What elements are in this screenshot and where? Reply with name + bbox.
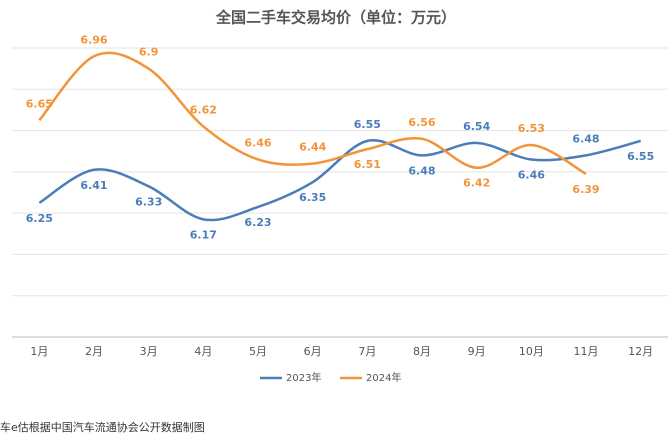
data-label: 6.54: [463, 120, 490, 133]
data-label: 6.35: [299, 191, 326, 204]
data-label: 6.41: [80, 179, 107, 192]
data-label: 6.25: [26, 212, 53, 225]
data-label: 6.96: [80, 33, 107, 46]
chart-title: 全国二手车交易均价（单位：万元）: [215, 9, 456, 27]
data-label: 6.51: [354, 158, 381, 171]
x-tick-label: 11月: [574, 345, 599, 358]
data-label: 6.65: [26, 97, 53, 110]
x-tick-label: 6月: [304, 345, 322, 358]
data-label: 6.62: [190, 103, 217, 116]
x-tick-label: 2月: [85, 345, 103, 358]
data-label: 6.39: [572, 183, 599, 196]
series-line: [38, 51, 587, 176]
data-label: 6.46: [518, 168, 545, 181]
source-note: 车e估根据中国汽车流通协会公开数据制图: [0, 420, 205, 434]
series-line: [38, 138, 641, 222]
x-tick-label: 1月: [30, 345, 48, 358]
x-tick-label: 9月: [468, 345, 486, 358]
legend-label: 2023年: [286, 371, 321, 384]
data-label: 6.55: [627, 150, 654, 163]
x-tick-label: 4月: [194, 345, 212, 358]
data-label: 6.48: [572, 132, 599, 145]
x-tick-label: 5月: [249, 345, 267, 358]
x-tick-label: 10月: [519, 345, 544, 358]
data-label: 6.42: [463, 177, 490, 190]
data-label: 6.56: [408, 116, 435, 129]
data-label: 6.17: [190, 228, 217, 241]
data-label: 6.53: [518, 122, 545, 135]
data-label: 6.44: [299, 141, 326, 154]
data-label: 6.48: [408, 164, 435, 177]
data-label: 6.23: [244, 216, 271, 229]
x-tick-label: 12月: [628, 345, 653, 358]
x-tick-label: 7月: [358, 345, 376, 358]
data-label: 6.46: [244, 136, 271, 149]
legend-label: 2024年: [366, 371, 401, 384]
x-tick-label: 8月: [413, 345, 431, 358]
x-tick-label: 3月: [140, 345, 158, 358]
data-label: 6.9: [139, 46, 159, 59]
data-label: 6.55: [354, 118, 381, 131]
data-label: 6.33: [135, 195, 162, 208]
